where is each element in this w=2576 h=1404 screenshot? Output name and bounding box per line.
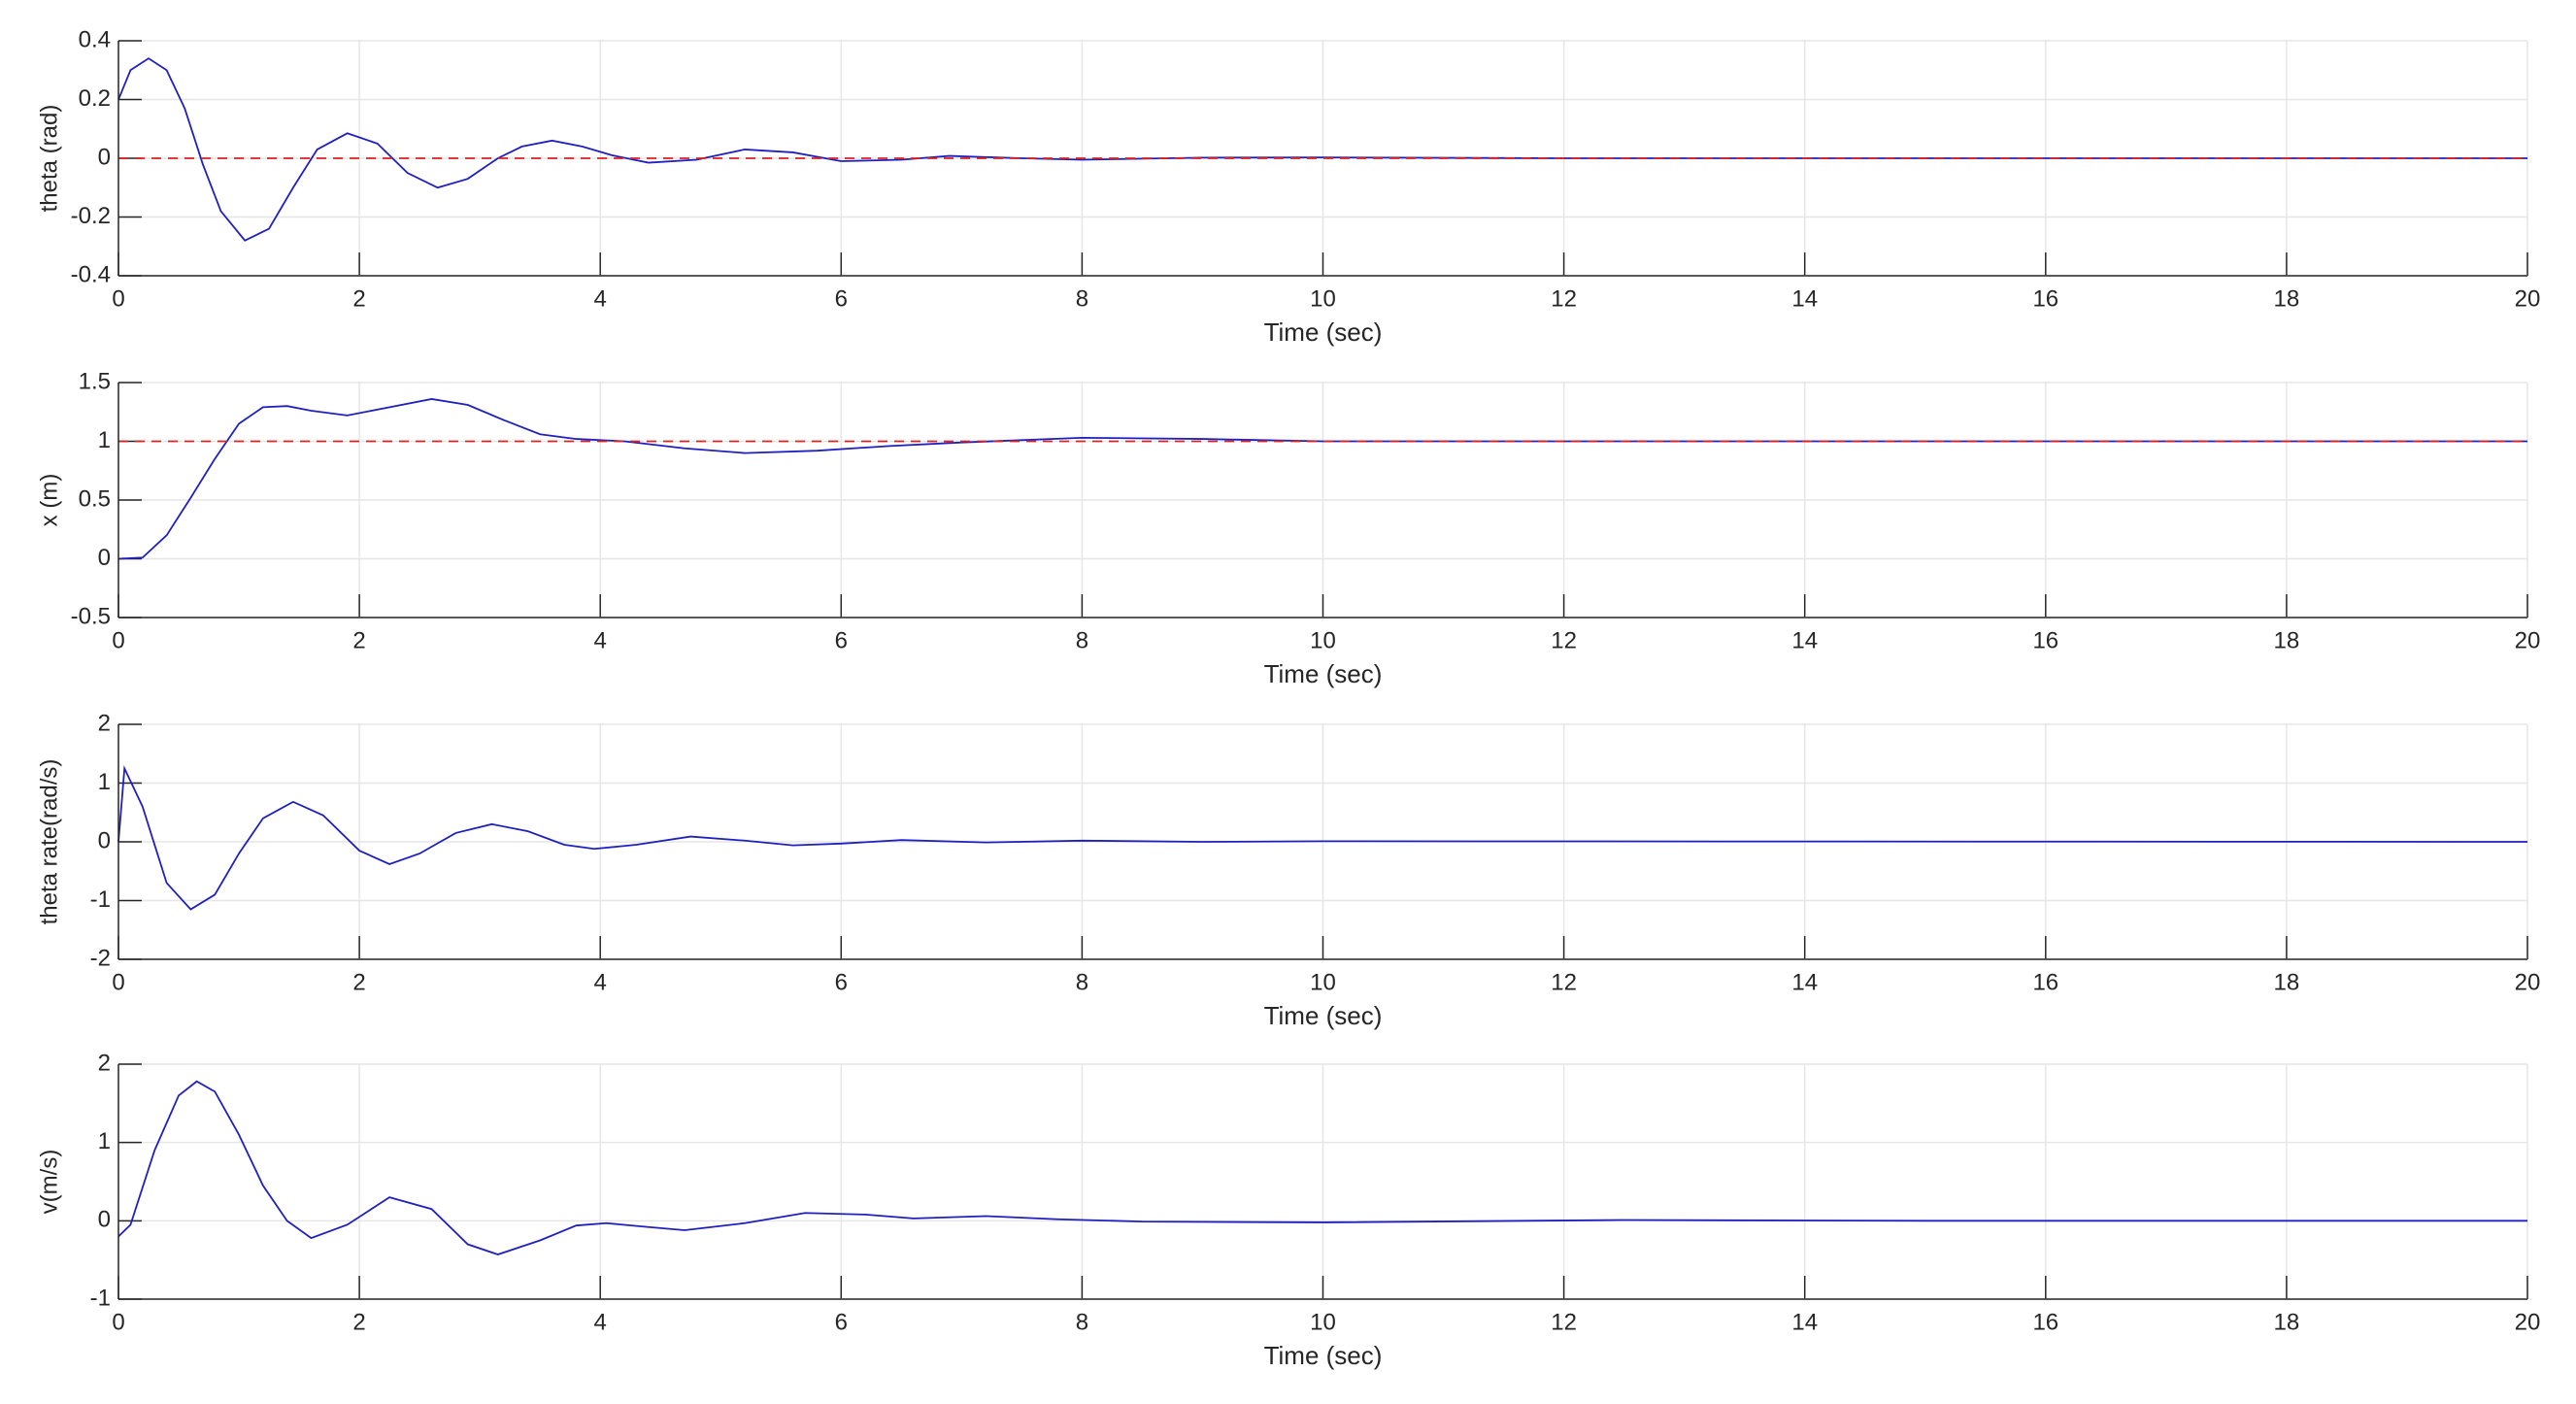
y-tick-label: -0.2: [71, 203, 111, 229]
x-tick-label: 2: [352, 969, 365, 995]
x-tick-label: 6: [835, 627, 848, 653]
x-tick-label: 2: [352, 627, 365, 653]
y-tick-label: 2: [98, 1050, 111, 1076]
y-tick-label: 0.5: [79, 485, 111, 512]
x-tick-label: 6: [835, 969, 848, 995]
x-tick-label: 12: [1551, 627, 1577, 653]
x-tick-label: 14: [1791, 969, 1818, 995]
x-tick-label: 0: [112, 285, 124, 312]
y-tick-label: 0: [98, 144, 111, 170]
x-tick-label: 14: [1791, 627, 1818, 653]
y-tick-label: -1: [90, 886, 111, 913]
x-tick-label: 18: [2274, 969, 2300, 995]
y-tick-label: 0: [98, 545, 111, 571]
x-tick-label: 8: [1076, 969, 1088, 995]
data-line: [117, 398, 2527, 560]
x-tick-label: 12: [1551, 285, 1577, 312]
x-tick-label: 12: [1551, 1309, 1577, 1335]
x-axis-label: Time (sec): [1264, 659, 1383, 688]
x-tick-label: 18: [2274, 1309, 2300, 1335]
x-tick-label: 0: [112, 627, 124, 653]
data-line: [117, 57, 2527, 242]
x-axis-label: Time (sec): [1264, 318, 1383, 347]
x-tick-label: 16: [2032, 627, 2058, 653]
x-tick-label: 8: [1076, 627, 1088, 653]
y-tick-label: 1: [98, 769, 111, 795]
y-tick-label: -0.4: [71, 261, 111, 287]
x-tick-label: 6: [835, 285, 848, 312]
x-tick-label: 16: [2032, 1309, 2058, 1335]
x-tick-label: 4: [594, 627, 607, 653]
y-axis-label: theta (rad): [36, 105, 62, 213]
x-tick-label: 14: [1791, 285, 1818, 312]
x-tick-label: 10: [1310, 627, 1336, 653]
y-tick-label: 2: [98, 710, 111, 736]
x-tick-label: 10: [1310, 1309, 1336, 1335]
x-tick-label: 0: [112, 1309, 124, 1335]
x-tick-label: 16: [2032, 285, 2058, 312]
x-tick-label: 18: [2274, 627, 2300, 653]
x-tick-label: 16: [2032, 969, 2058, 995]
x-tick-label: 20: [2515, 627, 2541, 653]
x-tick-label: 14: [1791, 1309, 1818, 1335]
y-tick-label: -0.5: [71, 603, 111, 629]
y-tick-label: 1: [98, 427, 111, 453]
x-tick-label: 20: [2515, 1309, 2541, 1335]
y-tick-label: 0: [98, 827, 111, 853]
y-tick-label: -1: [90, 1285, 111, 1311]
x-tick-label: 4: [594, 969, 607, 995]
x-tick-label: 6: [835, 1309, 848, 1335]
x-tick-label: 0: [112, 969, 124, 995]
data-line: [117, 1080, 2527, 1255]
x-tick-label: 4: [594, 285, 607, 312]
y-tick-label: 0.4: [79, 26, 111, 52]
y-axis-label: x (m): [36, 474, 62, 527]
x-axis-label: Time (sec): [1264, 1341, 1383, 1370]
x-axis-label: Time (sec): [1264, 1001, 1383, 1030]
x-tick-label: 2: [352, 1309, 365, 1335]
y-axis-label: theta rate(rad/s): [36, 759, 62, 925]
x-tick-label: 10: [1310, 969, 1336, 995]
x-tick-label: 20: [2515, 969, 2541, 995]
y-tick-label: 1.5: [79, 368, 111, 394]
y-axis-label: v(m/s): [36, 1150, 62, 1215]
x-tick-label: 10: [1310, 285, 1336, 312]
x-tick-label: 2: [352, 285, 365, 312]
x-tick-label: 4: [594, 1309, 607, 1335]
data-line: [117, 764, 2528, 911]
x-tick-label: 20: [2515, 285, 2541, 312]
x-tick-label: 8: [1076, 285, 1088, 312]
x-tick-label: 8: [1076, 1309, 1088, 1335]
x-tick-label: 12: [1551, 969, 1577, 995]
y-tick-label: 0.2: [79, 85, 111, 112]
x-tick-label: 18: [2274, 285, 2300, 312]
y-tick-label: 0: [98, 1207, 111, 1233]
y-tick-label: -2: [90, 945, 111, 971]
y-tick-label: 1: [98, 1128, 111, 1154]
